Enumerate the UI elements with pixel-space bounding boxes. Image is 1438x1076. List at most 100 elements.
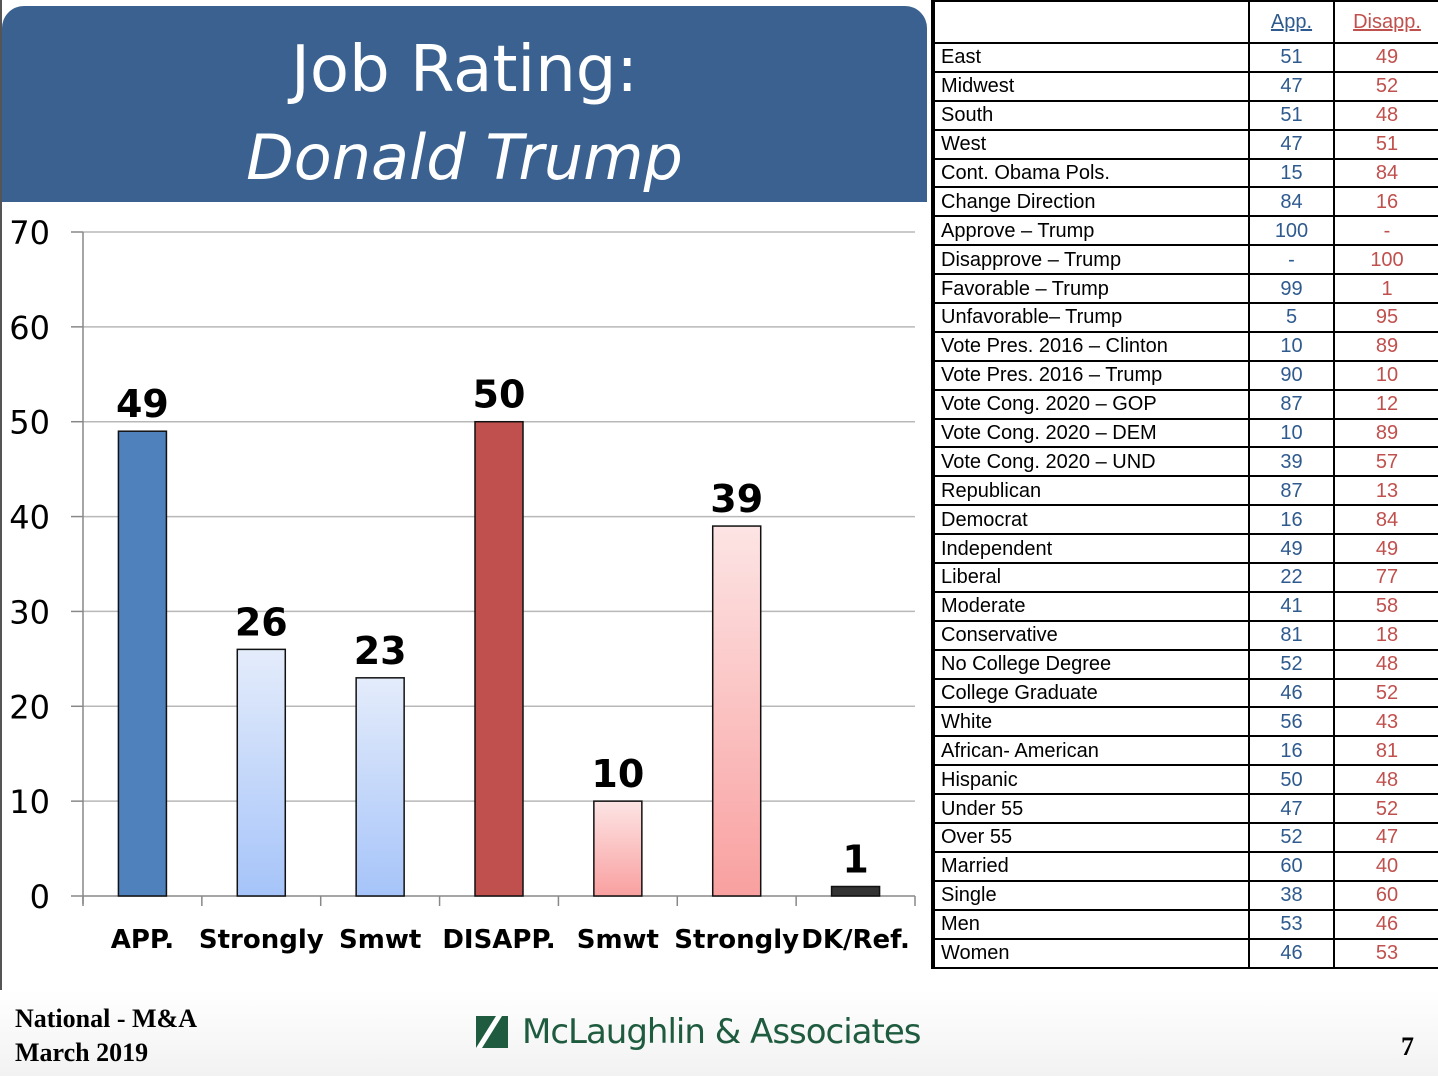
disapprove-value: 47: [1333, 822, 1438, 853]
approve-value: 87: [1248, 388, 1335, 420]
row-label: Cont. Obama Pols.: [932, 157, 1250, 189]
gridlines: [83, 231, 915, 802]
source-note: National - M&A March 2019: [15, 1002, 197, 1070]
crosstab-row: East 51 49: [932, 42, 1438, 73]
crosstab-row: Change Direction 84 16: [932, 186, 1438, 218]
row-label: Approve – Trump: [932, 215, 1250, 247]
disapprove-value: 52: [1333, 677, 1438, 709]
bar-2: [236, 648, 287, 897]
y-tick-label: 30: [9, 593, 50, 631]
row-label: Change Direction: [932, 186, 1250, 218]
y-tick-label: 70: [9, 214, 50, 252]
row-label: Women: [932, 937, 1250, 969]
slash-square-logo-icon: [476, 1016, 508, 1048]
row-label: East: [932, 42, 1250, 73]
disapprove-value: -: [1333, 215, 1438, 247]
crosstab-row: Midwest 47 52: [932, 70, 1438, 102]
data-label: 1: [842, 838, 868, 882]
data-label: 23: [354, 629, 407, 673]
page-number: 7: [1401, 1032, 1414, 1061]
disapprove-value: 77: [1333, 562, 1438, 593]
crosstab-row: Single 38 60: [932, 879, 1438, 911]
crosstab-row: Married 60 40: [932, 850, 1438, 882]
row-label: Midwest: [932, 70, 1250, 102]
disapprove-value: 60: [1333, 879, 1438, 911]
x-category-label: Strongly: [674, 925, 799, 955]
disapprove-value: 100: [1333, 244, 1438, 276]
bar-6: [711, 525, 762, 897]
disapprove-value: 81: [1333, 735, 1438, 767]
row-label: Vote Cong. 2020 – DEM: [932, 417, 1250, 449]
crosstab-row: Independent 49 49: [932, 533, 1438, 565]
crosstab-row: Conservative 81 18: [932, 619, 1438, 651]
disapprove-value: 52: [1333, 793, 1438, 825]
approve-value: 47: [1248, 793, 1335, 825]
slide-footer: National - M&A March 2019 McLaughlin & A…: [0, 990, 1438, 1076]
approve-value: 60: [1248, 850, 1335, 882]
row-label: Vote Cong. 2020 – GOP: [932, 388, 1250, 420]
row-label: Vote Pres. 2016 – Clinton: [932, 330, 1250, 362]
bar-5: [593, 800, 643, 897]
row-label: Single: [932, 879, 1250, 911]
row-label: College Graduate: [932, 677, 1250, 709]
disapprove-value: 51: [1333, 128, 1438, 160]
disapprove-value: 84: [1333, 157, 1438, 189]
data-label: 26: [235, 600, 288, 644]
crosstab-row: Approve – Trump 100-: [932, 215, 1438, 247]
disapprove-value: 95: [1333, 302, 1438, 333]
disapprove-value: 53: [1333, 937, 1438, 969]
bar-1: [117, 430, 168, 897]
bar-3: [355, 677, 405, 897]
disapprove-value: 1: [1333, 273, 1438, 305]
disapprove-value: 49: [1333, 42, 1438, 73]
slide-left-border: [0, 0, 2, 1076]
approve-value: 46: [1248, 937, 1335, 969]
row-label: Moderate: [932, 590, 1250, 622]
page-title: Job Rating:: [291, 33, 638, 107]
row-label: Independent: [932, 533, 1250, 565]
approve-value: 84: [1248, 186, 1335, 218]
y-tick-label: 50: [9, 404, 50, 442]
disapprove-value: 49: [1333, 533, 1438, 565]
row-label: Married: [932, 850, 1250, 882]
approve-value: 56: [1248, 706, 1335, 738]
disapprove-value: 43: [1333, 706, 1438, 738]
axes: 0 10 20 30 40 50 60 70: [9, 214, 916, 916]
row-label: Disapprove – Trump: [932, 244, 1250, 276]
bar-4: [474, 420, 524, 897]
disapprove-value: 89: [1333, 417, 1438, 449]
row-label: Vote Pres. 2016 – Trump: [932, 359, 1250, 391]
approve-value: 52: [1248, 822, 1335, 853]
approve-value: 90: [1248, 359, 1335, 391]
y-tick-label: 60: [9, 309, 50, 347]
title-banner: Job Rating: Donald Trump: [2, 6, 927, 202]
approve-value: 5: [1248, 302, 1335, 333]
disapprove-value: 16: [1333, 186, 1438, 218]
x-category-label: DISAPP.: [442, 925, 555, 955]
approve-value: 47: [1248, 128, 1335, 160]
job-rating-bar-chart: 0 10 20 30 40 50 60 70 49 APP. 26 Strongly 23 Smwt 50…: [9, 214, 916, 955]
x-category-label: DK/Ref.: [801, 925, 910, 955]
disapprove-value: 57: [1333, 446, 1438, 478]
disapprove-value: 18: [1333, 619, 1438, 651]
approve-value: 50: [1248, 764, 1335, 796]
row-label: Liberal: [932, 562, 1250, 593]
approve-value: 47: [1248, 70, 1335, 102]
approve-value: 52: [1248, 648, 1335, 680]
crosstab-row: College Graduate 46 52: [932, 677, 1438, 709]
row-label: Conservative: [932, 619, 1250, 651]
approve-value: 53: [1248, 908, 1335, 940]
approve-value: 51: [1248, 99, 1335, 131]
crosstab-row: Cont. Obama Pols. 15 84: [932, 157, 1438, 189]
crosstab-row: Unfavorable– Trump 5 95: [932, 302, 1438, 333]
approve-value: 87: [1248, 475, 1335, 507]
crosstab-row: Disapprove – Trump -100: [932, 244, 1438, 276]
company-logo: McLaughlin & Associates: [476, 1010, 921, 1054]
row-label: Favorable – Trump: [932, 273, 1250, 305]
disapprove-value: 40: [1333, 850, 1438, 882]
crosstab-row: Vote Pres. 2016 – Trump 90 10: [932, 359, 1438, 391]
crosstab-row: Vote Cong. 2020 – UND 39 57: [932, 446, 1438, 478]
crosstab-row: Democrat 16 84: [932, 504, 1438, 536]
row-label: Unfavorable– Trump: [932, 302, 1250, 333]
page-subtitle: Donald Trump: [246, 121, 683, 194]
